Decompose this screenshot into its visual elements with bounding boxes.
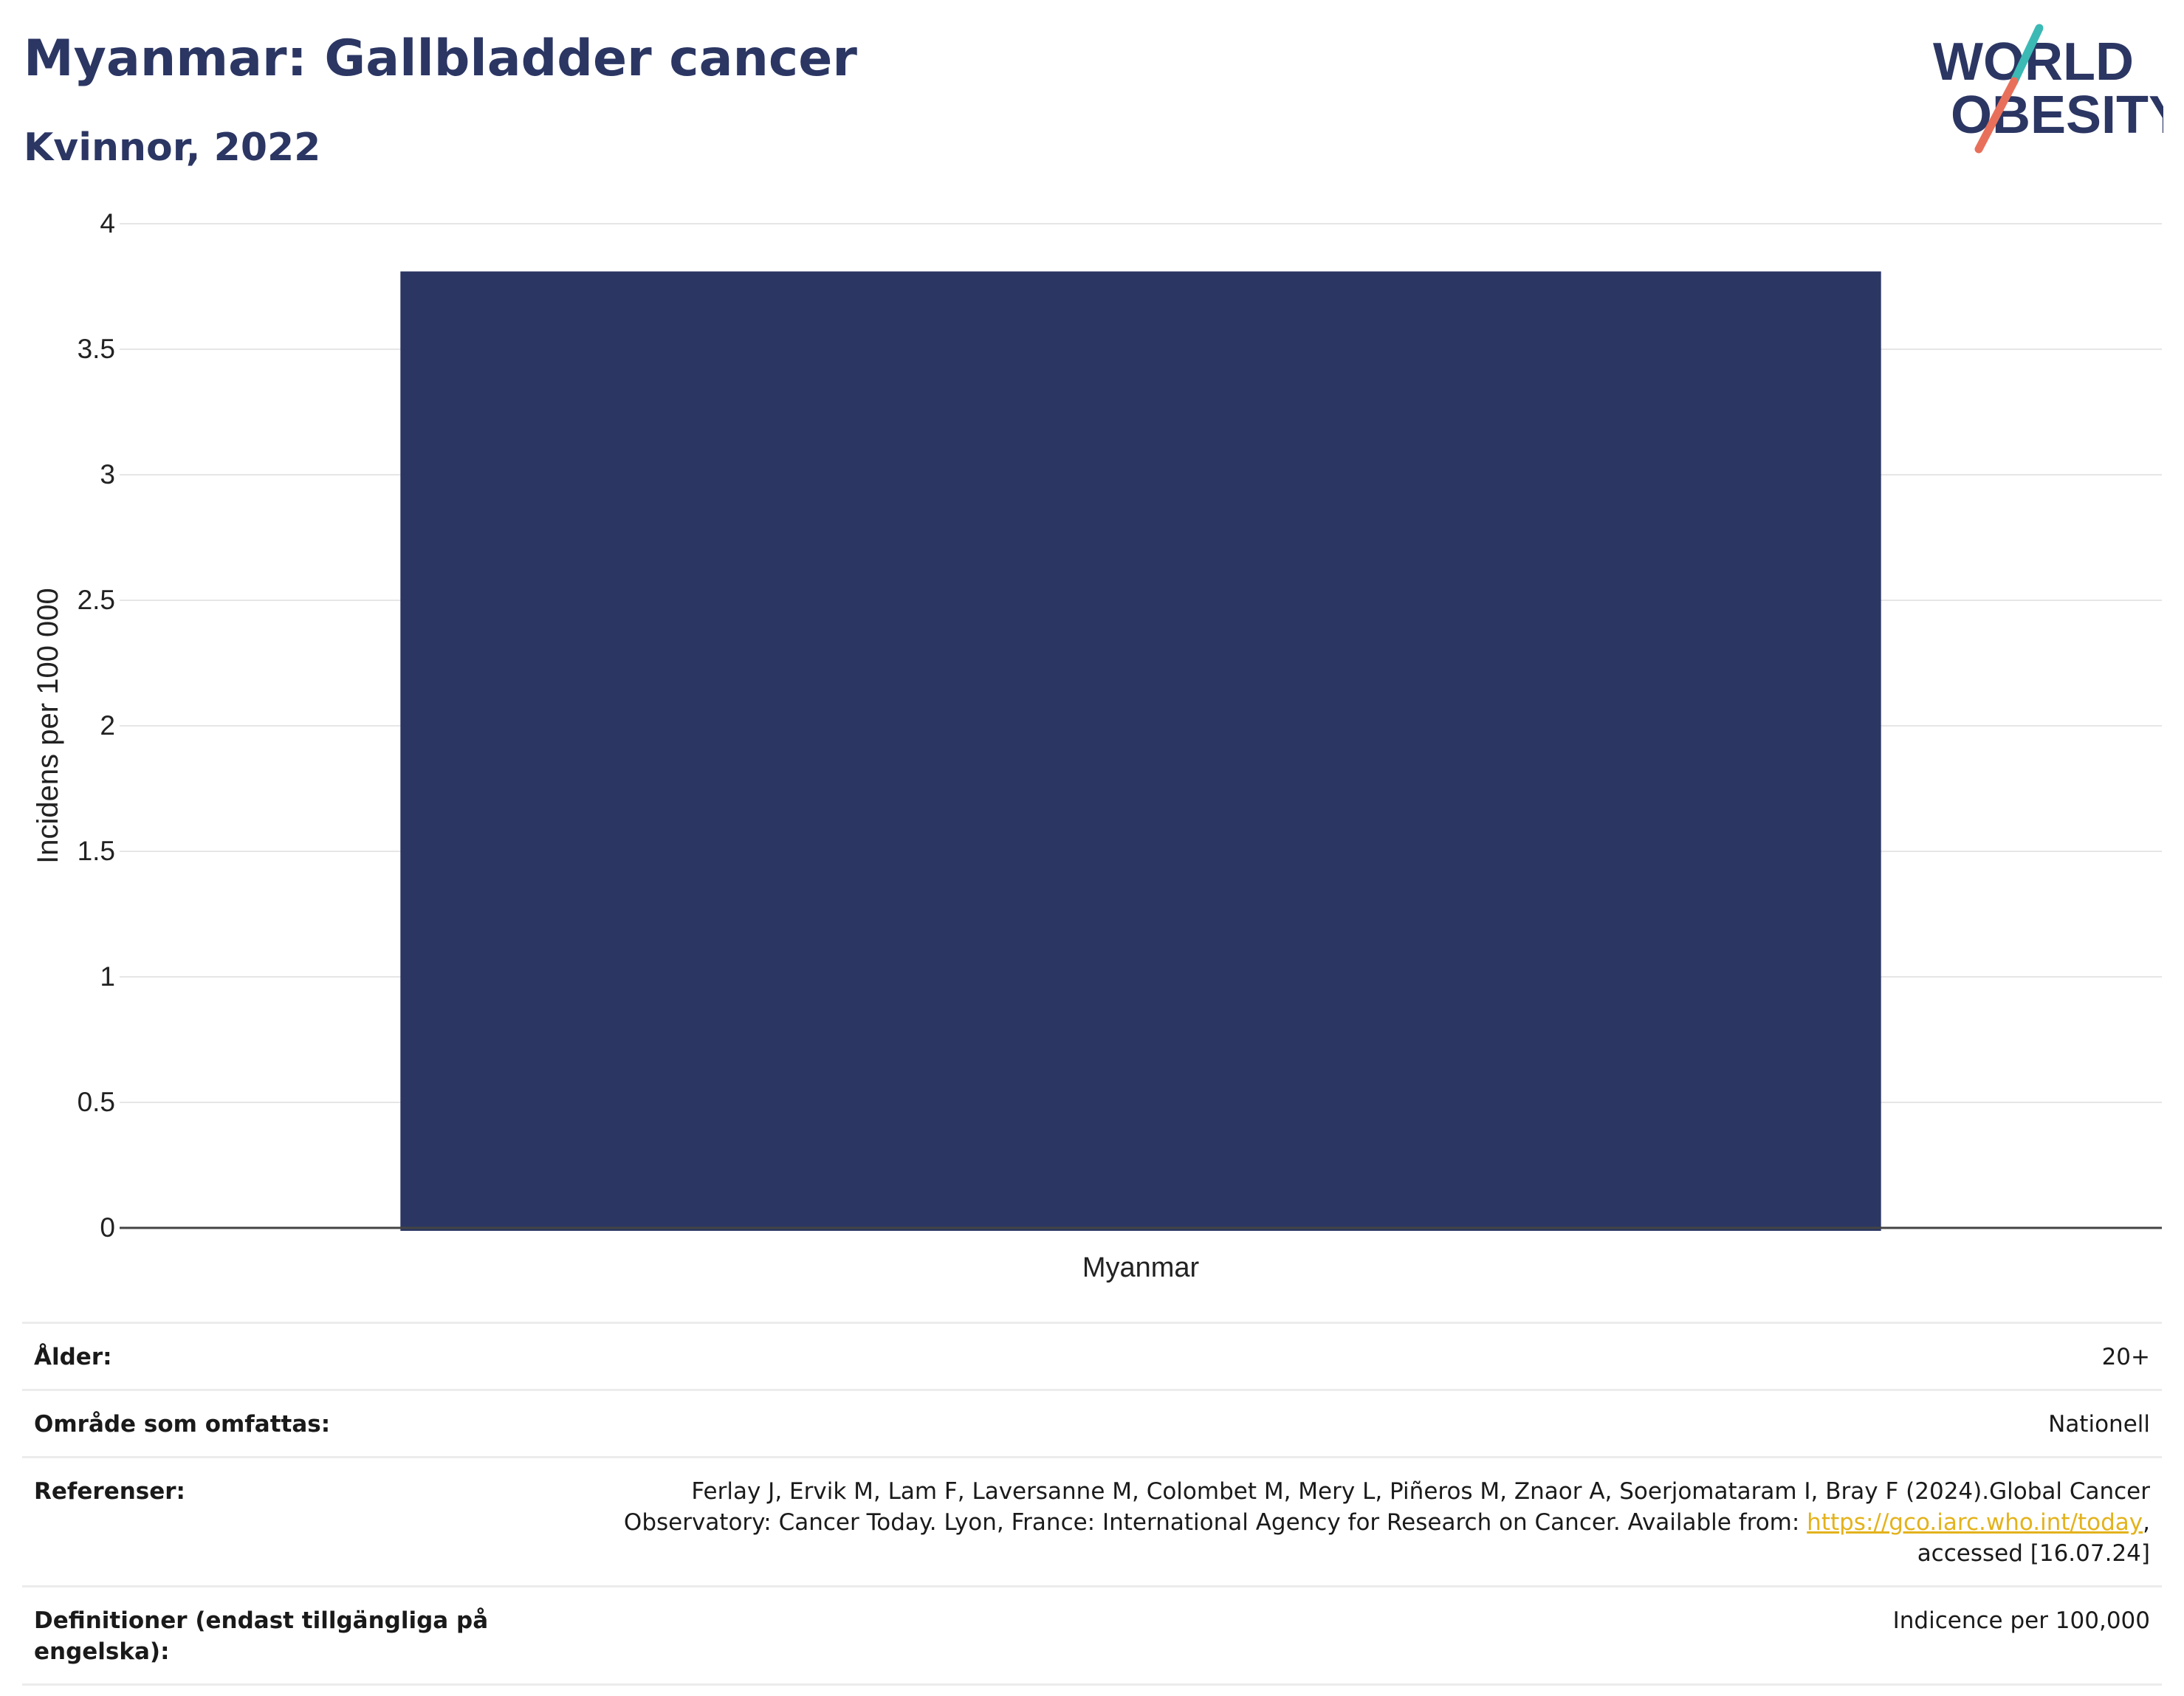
- age-value: 20+: [2101, 1344, 2150, 1370]
- references-value: Ferlay J, Ervik M, Lam F, Laversanne M, …: [563, 1476, 2150, 1569]
- references-label: Referenser:: [34, 1478, 185, 1505]
- y-axis-label: Incidens per 100 000: [32, 588, 64, 864]
- meta-row-definitions: Definitioner (endast tillgängliga på eng…: [22, 1585, 2162, 1686]
- y-tick-label: 1: [100, 961, 115, 992]
- page-subtitle: Kvinnor, 2022: [24, 126, 321, 170]
- area-label: Område som omfattas:: [34, 1411, 331, 1438]
- y-tick-label: 3.5: [78, 334, 115, 364]
- y-tick-label: 0: [100, 1212, 115, 1243]
- page-title: Myanmar: Gallbladder cancer: [24, 30, 857, 88]
- bar-chart: 0 0.5 1 1.5 2 2.5 3 3.5 4 Myanmar Incidens per 100…: [32, 208, 2162, 1283]
- meta-row-references: Referenser: Ferlay J, Ervik M, Lam F, La…: [22, 1456, 2162, 1585]
- references-accessed: , accessed [16.07.24]: [1917, 1509, 2150, 1567]
- logo-slash-teal: [2010, 24, 2044, 86]
- definitions-label: Definitioner (endast tillgängliga på eng…: [34, 1607, 489, 1665]
- references-link[interactable]: https://gco.iarc.who.int/today: [1807, 1509, 2143, 1536]
- area-value: Nationell: [2048, 1411, 2150, 1438]
- y-tick-label: 0.5: [78, 1087, 115, 1117]
- y-tick-label: 1.5: [78, 836, 115, 866]
- world-obesity-logo: WORLD OBESITY: [1933, 24, 2163, 154]
- y-tick-label: 2.5: [78, 585, 115, 615]
- x-tick-label: Myanmar: [1082, 1252, 1200, 1283]
- meta-row-age: Ålder: 20+: [22, 1322, 2162, 1389]
- definitions-value: Indicence per 100,000: [1892, 1607, 2150, 1634]
- bar: [400, 271, 1881, 1232]
- meta-row-area: Område som omfattas: Nationell: [22, 1389, 2162, 1456]
- age-label: Ålder:: [34, 1344, 112, 1370]
- y-tick-label: 4: [100, 208, 115, 238]
- metadata-table: Ålder: 20+ Område som omfattas: Nationel…: [22, 1322, 2162, 1686]
- y-tick-label: 2: [100, 710, 115, 741]
- logo-slash-coral: [1974, 77, 2019, 154]
- y-tick-label: 3: [100, 459, 115, 490]
- references-text: Ferlay J, Ervik M, Lam F, Laversanne M, …: [623, 1478, 2150, 1536]
